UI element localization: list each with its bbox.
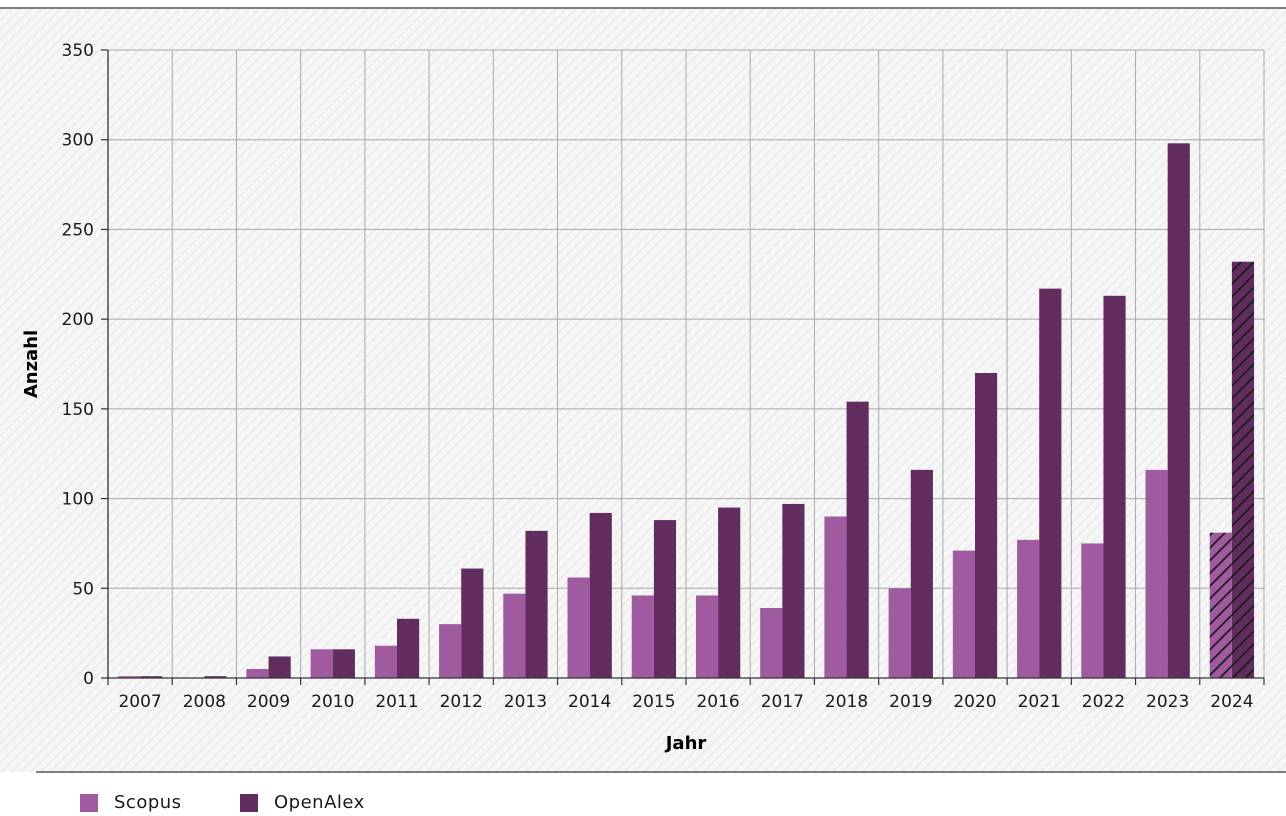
bar-openalex-2016	[718, 507, 741, 678]
y-axis-title: Anzahl	[21, 330, 42, 398]
x-tick-label-2023: 2023	[1146, 692, 1189, 712]
x-tick-label-2017: 2017	[761, 692, 804, 712]
bar-scopus-2010	[310, 649, 333, 678]
legend-swatch-openalex	[240, 793, 258, 812]
bar-scopus-2016	[695, 595, 719, 678]
bar-scopus-2020	[952, 550, 975, 678]
legend-label-scopus: Scopus	[114, 792, 182, 813]
bar-scopus-2015	[631, 595, 654, 678]
axes	[101, 49, 1265, 685]
bar-openalex-2023	[1167, 143, 1190, 678]
x-tick-label-2008: 2008	[183, 692, 226, 712]
bar-scopus-2014	[567, 577, 590, 678]
bar-openalex-2022	[1103, 295, 1126, 678]
legend-item-openalex: OpenAlex	[240, 792, 400, 813]
x-tick-label-2022: 2022	[1082, 692, 1125, 712]
bar-scopus-2012	[439, 624, 462, 678]
bar-openalex-2007	[140, 676, 163, 678]
bar-scopus-2018	[824, 516, 847, 678]
tick-labels: 0 50 100 150 200 250 300 350 2007 2008 2009 2010 201…	[62, 41, 1254, 712]
bar-scopus-2021	[1017, 539, 1040, 678]
bar-openalex-2015	[653, 520, 677, 678]
y-tick-label-100: 100	[62, 490, 94, 510]
x-tick-label-2011: 2011	[375, 692, 418, 712]
y-tick-label-350: 350	[62, 41, 94, 61]
y-tick-label-200: 200	[62, 310, 94, 330]
bar-scopus-2007	[117, 676, 141, 678]
bar-openalex-2014	[589, 512, 612, 678]
bar-openalex-2024	[1231, 261, 1255, 678]
x-tick-label-2016: 2016	[696, 692, 739, 712]
bar-scopus-2011	[374, 645, 397, 678]
legend-swatch-scopus	[80, 793, 98, 812]
x-tick-label-2007: 2007	[118, 692, 161, 712]
y-tick-label-150: 150	[62, 400, 94, 420]
bar-openalex-2013	[525, 530, 548, 678]
bar-scopus-2023	[1145, 469, 1168, 678]
bar-openalex-2012	[461, 568, 484, 678]
bar-openalex-2020	[975, 372, 998, 678]
x-tick-label-2013: 2013	[504, 692, 547, 712]
x-tick-label-2024: 2024	[1210, 692, 1253, 712]
bar-scopus-2022	[1081, 543, 1104, 678]
x-tick-label-2009: 2009	[247, 692, 290, 712]
bar-scopus-2024	[1209, 532, 1232, 678]
x-tick-label-2012: 2012	[440, 692, 483, 712]
x-tick-label-2010: 2010	[311, 692, 354, 712]
x-tick-label-2015: 2015	[632, 692, 675, 712]
y-tick-label-250: 250	[62, 220, 94, 240]
bar-scopus-2009	[246, 669, 269, 678]
bar-openalex-2009	[268, 656, 291, 678]
legend: Scopus OpenAlex	[80, 792, 400, 813]
y-tick-label-50: 50	[72, 579, 94, 599]
bar-openalex-2019	[910, 469, 933, 678]
legend-label-openalex: OpenAlex	[274, 792, 365, 813]
x-tick-label-2014: 2014	[568, 692, 611, 712]
legend-item-scopus: Scopus	[80, 792, 240, 813]
x-tick-label-2018: 2018	[825, 692, 868, 712]
x-tick-label-2021: 2021	[1018, 692, 1061, 712]
y-tick-label-300: 300	[62, 131, 94, 151]
bar-openalex-2017	[782, 503, 805, 678]
bar-openalex-2008	[204, 676, 227, 678]
bar-openalex-2010	[332, 649, 355, 678]
bar-openalex-2018	[846, 401, 869, 678]
y-tick-label-0: 0	[83, 669, 94, 689]
bar-scopus-2019	[888, 588, 911, 678]
grid	[108, 49, 1265, 678]
bar-scopus-2017	[760, 608, 783, 678]
bar-openalex-2011	[397, 618, 420, 678]
x-tick-label-2020: 2020	[953, 692, 996, 712]
x-tick-label-2019: 2019	[889, 692, 932, 712]
x-axis-title: Jahr	[664, 733, 707, 754]
bar-openalex-2021	[1039, 288, 1062, 678]
bars	[117, 143, 1255, 678]
bar-scopus-2013	[503, 593, 526, 678]
